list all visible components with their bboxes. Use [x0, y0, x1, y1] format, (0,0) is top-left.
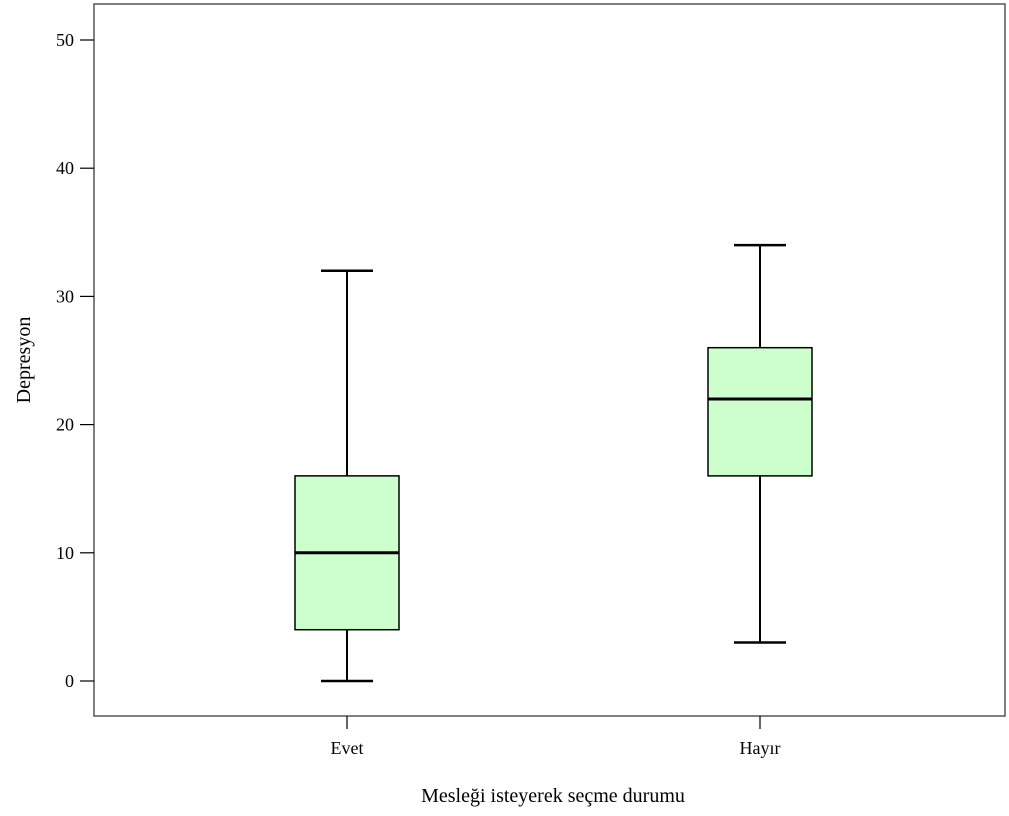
- y-tick-label: 50: [56, 30, 74, 50]
- x-tick-label: Evet: [331, 738, 364, 758]
- y-tick-label: 40: [56, 158, 74, 178]
- x-tick-label: Hayır: [740, 738, 781, 758]
- y-axis: 0 10 20 30 40 50: [56, 30, 94, 691]
- plot-frame: [93, 3, 1006, 717]
- y-tick-label: 20: [56, 415, 74, 435]
- box-hayır: [707, 243, 813, 644]
- y-tick-label: 10: [56, 543, 74, 563]
- boxes-layer: [294, 243, 813, 683]
- box-evet: [294, 269, 400, 683]
- y-tick-label: 0: [65, 671, 74, 691]
- y-tick-label: 30: [56, 286, 74, 306]
- y-axis-title: Depresyon: [13, 317, 35, 404]
- iqr-box: [707, 346, 813, 477]
- x-axis: Evet Hayır: [331, 716, 781, 758]
- x-axis-title: Mesleği isteyerek seçme durumu: [421, 785, 685, 807]
